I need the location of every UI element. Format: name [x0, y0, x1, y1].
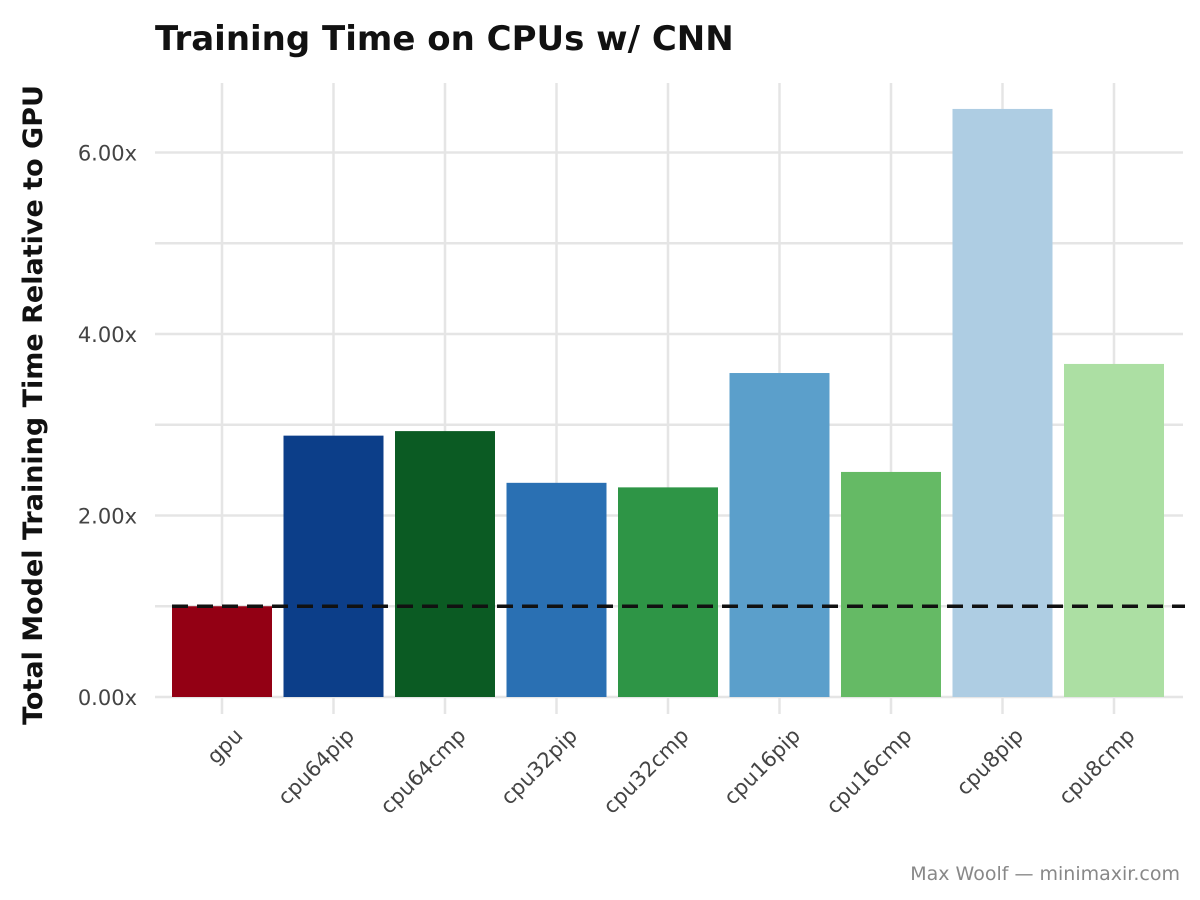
x-tick-label: cpu64pip	[273, 724, 359, 810]
bar-cpu8cmp	[1064, 363, 1164, 697]
x-tick-label: gpu	[202, 724, 247, 769]
y-axis-ticks: 0.00x 2.00x 4.00x 6.00x	[78, 142, 137, 711]
bar-gpu	[172, 606, 272, 697]
bar-cpu16cmp	[841, 471, 941, 697]
x-tick-label: cpu16pip	[719, 724, 805, 810]
bars	[172, 108, 1164, 697]
y-tick-label: 6.00x	[78, 142, 137, 166]
bar-cpu32cmp	[618, 487, 718, 697]
chart-caption: Max Woolf — minimaxir.com	[910, 863, 1180, 885]
bar-cpu32pip	[506, 482, 607, 697]
bar-cpu16pip	[729, 373, 830, 697]
x-tick-label: cpu8cmp	[1054, 724, 1139, 809]
y-axis-label: Total Model Training Time Relative to GP…	[18, 85, 49, 725]
bar-cpu64cmp	[395, 431, 495, 697]
x-tick-label: cpu16cmp	[822, 724, 917, 819]
y-tick-label: 2.00x	[78, 505, 137, 529]
y-tick-label: 4.00x	[78, 323, 137, 347]
x-tick-label: cpu32cmp	[599, 724, 694, 819]
x-tick-label: cpu8pip	[952, 724, 1028, 800]
bar-cpu64pip	[283, 435, 384, 697]
x-tick-label: cpu32pip	[496, 724, 582, 810]
x-axis-ticks: gpu cpu64pip cpu64cmp cpu32pip cpu32cmp cpu16…	[202, 724, 1139, 819]
chart-title: Training Time on CPUs w/ CNN	[155, 19, 734, 59]
x-tick-label: cpu64cmp	[376, 724, 471, 819]
y-tick-label: 0.00x	[78, 686, 137, 710]
bar-cpu8pip	[952, 108, 1053, 697]
